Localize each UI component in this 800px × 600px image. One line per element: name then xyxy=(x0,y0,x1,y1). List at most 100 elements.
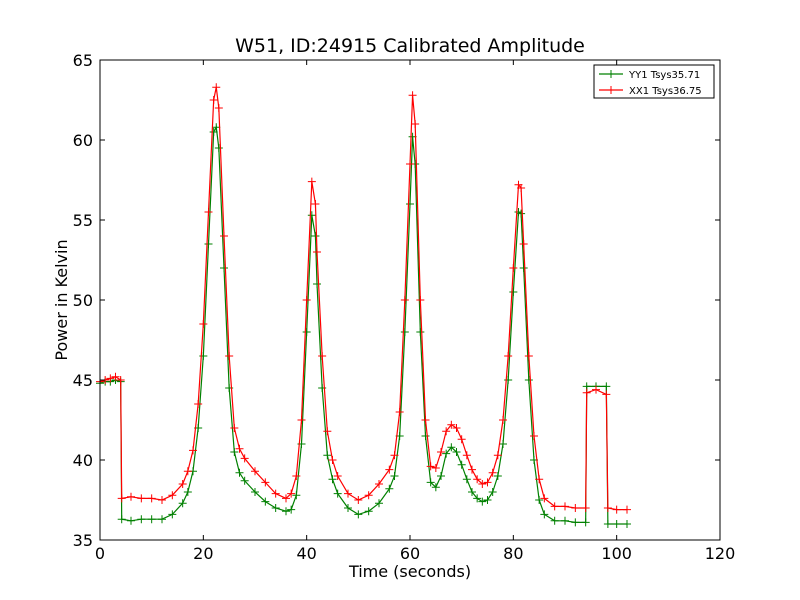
data-point xyxy=(189,446,197,455)
data-point xyxy=(400,328,409,336)
data-point xyxy=(535,475,544,484)
data-point xyxy=(204,208,213,216)
data-point xyxy=(416,296,425,304)
data-point xyxy=(488,468,497,477)
data-point xyxy=(220,264,228,272)
data-point xyxy=(603,504,612,512)
data-point xyxy=(220,232,228,240)
data-point xyxy=(524,376,533,384)
data-point xyxy=(292,472,301,480)
data-point xyxy=(550,502,559,511)
x-tick-label: 80 xyxy=(503,544,523,563)
data-point xyxy=(106,374,115,383)
data-point xyxy=(235,468,244,477)
y-tick-label: 35 xyxy=(73,531,93,550)
data-point xyxy=(602,390,611,399)
data-point xyxy=(333,489,342,498)
legend-marker xyxy=(607,86,615,94)
data-point xyxy=(375,499,383,508)
data-point xyxy=(421,416,430,424)
data-point xyxy=(137,515,146,524)
data-point xyxy=(302,328,311,336)
data-point xyxy=(468,488,476,496)
data-point xyxy=(194,400,203,408)
data-point xyxy=(240,476,249,485)
data-point xyxy=(483,496,492,504)
data-point xyxy=(457,435,466,444)
data-point xyxy=(571,504,580,512)
data-point xyxy=(168,491,177,500)
data-point xyxy=(158,496,166,504)
data-point xyxy=(204,240,213,248)
data-point xyxy=(364,507,373,516)
data-point xyxy=(287,505,296,514)
data-point xyxy=(282,507,290,516)
data-point xyxy=(504,352,513,360)
data-point xyxy=(168,510,177,519)
legend-label: XX1 Tsys36.75 xyxy=(629,86,702,97)
series-line xyxy=(99,87,627,511)
data-point xyxy=(462,451,471,460)
data-point xyxy=(519,264,528,272)
data-point xyxy=(524,352,533,360)
data-point xyxy=(375,480,383,488)
data-point xyxy=(452,448,461,456)
data-point xyxy=(311,232,320,240)
data-point xyxy=(406,200,414,208)
data-point xyxy=(623,520,631,528)
data-point xyxy=(111,372,120,381)
data-point xyxy=(400,296,409,304)
data-point xyxy=(230,424,239,432)
series-2 xyxy=(96,83,631,514)
data-point xyxy=(209,128,218,136)
data-point xyxy=(313,248,321,256)
data-point xyxy=(199,320,208,328)
data-point xyxy=(313,280,321,288)
data-point xyxy=(431,483,440,492)
data-point xyxy=(623,505,631,514)
data-point xyxy=(344,489,352,498)
data-point xyxy=(137,494,146,503)
data-point xyxy=(354,496,363,504)
y-tick-label: 55 xyxy=(73,211,93,230)
data-point xyxy=(437,472,445,480)
data-point xyxy=(561,516,569,525)
data-point xyxy=(530,432,538,440)
data-point xyxy=(602,382,611,391)
data-point xyxy=(509,264,518,272)
x-tick-label: 60 xyxy=(400,544,420,563)
x-tick-label: 0 xyxy=(95,544,105,563)
data-point xyxy=(517,184,526,192)
data-point xyxy=(535,496,544,504)
data-point xyxy=(307,211,316,220)
data-point xyxy=(209,96,218,104)
data-point xyxy=(462,475,471,484)
data-point xyxy=(416,328,425,336)
data-point xyxy=(406,160,414,168)
data-point xyxy=(261,478,270,487)
data-point xyxy=(452,424,461,432)
data-point xyxy=(561,502,569,511)
chart-title: W51, ID:24915 Calibrated Amplitude xyxy=(235,35,585,57)
data-point xyxy=(183,488,192,496)
data-point xyxy=(240,454,249,463)
y-tick-label: 50 xyxy=(73,291,93,310)
data-point xyxy=(581,504,590,512)
data-point xyxy=(385,465,394,474)
data-point xyxy=(437,448,445,456)
data-point xyxy=(158,515,166,524)
data-point xyxy=(214,144,223,152)
axis-ticks: 0 20 40 60 80 100 120 35 40 45 50 55 60 65 xyxy=(73,51,736,563)
data-point xyxy=(116,376,125,384)
data-point xyxy=(127,516,135,525)
y-tick-label: 60 xyxy=(73,131,93,150)
legend-box xyxy=(593,64,715,99)
data-point xyxy=(328,475,337,484)
data-point xyxy=(251,467,259,476)
data-point xyxy=(540,494,549,503)
data-point xyxy=(612,505,621,514)
data-point xyxy=(117,515,126,524)
data-point xyxy=(251,488,259,496)
data-point xyxy=(426,478,435,487)
data-point xyxy=(519,240,528,248)
